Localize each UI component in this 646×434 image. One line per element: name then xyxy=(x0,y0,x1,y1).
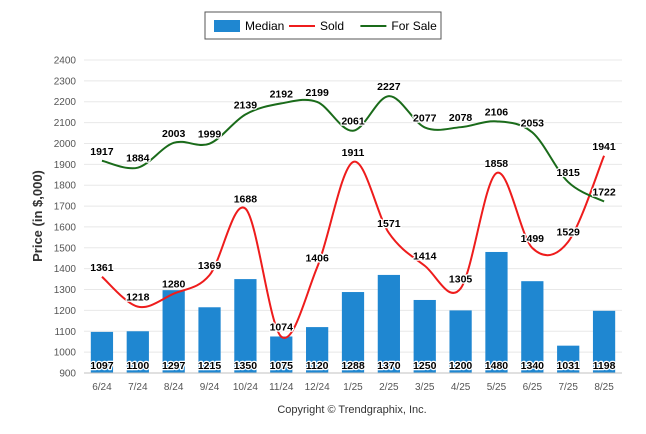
sold-value-label: 1911 xyxy=(342,147,365,159)
x-tick-label: 7/25 xyxy=(558,382,578,393)
x-tick-label: 2/25 xyxy=(379,382,399,393)
y-tick-label: 1700 xyxy=(54,202,77,213)
x-tick-label: 4/25 xyxy=(451,382,471,393)
median-value-label: 1198 xyxy=(593,360,616,372)
for-sale-value-label: 2199 xyxy=(305,87,329,99)
y-axis-title: Price (in $,000) xyxy=(30,170,45,262)
y-tick-label: 1900 xyxy=(54,160,77,171)
x-tick-label: 12/24 xyxy=(305,382,330,393)
for-sale-value-label: 2192 xyxy=(270,88,294,100)
sold-value-label: 1688 xyxy=(234,194,258,206)
price-chart: 1097 1100 1297 1215 1350 1075 1120 1288 1370 1250… xyxy=(0,0,646,434)
legend: Median Sold For Sale xyxy=(205,12,441,39)
median-bar xyxy=(234,279,256,373)
y-tick-label: 1200 xyxy=(54,306,77,317)
median-value-label: 1370 xyxy=(377,360,401,372)
median-bar xyxy=(378,275,400,373)
median-bar xyxy=(485,252,507,373)
median-value-label: 1031 xyxy=(557,360,581,372)
for-sale-value-label: 2106 xyxy=(485,106,509,118)
sold-value-label: 1406 xyxy=(305,252,329,264)
median-value-label: 1097 xyxy=(90,360,114,372)
sold-value-label: 1369 xyxy=(198,260,222,272)
for-sale-value-label: 2227 xyxy=(377,81,401,93)
for-sale-value-label: 1999 xyxy=(198,129,222,141)
x-tick-label: 8/25 xyxy=(594,382,614,393)
sold-value-label: 1529 xyxy=(557,227,581,239)
y-tick-label: 1300 xyxy=(54,285,77,296)
y-tick-label: 2400 xyxy=(54,56,77,67)
median-value-label: 1100 xyxy=(126,360,149,372)
for-sale-value-label: 2078 xyxy=(449,112,473,124)
y-tick-label: 1000 xyxy=(54,348,77,359)
for-sale-value-label: 2061 xyxy=(341,116,365,128)
median-value-label: 1120 xyxy=(306,360,329,372)
y-tick-label: 1400 xyxy=(54,264,77,275)
legend-label-for-sale: For Sale xyxy=(391,19,437,33)
y-tick-label: 1100 xyxy=(54,327,76,338)
median-value-label: 1215 xyxy=(198,360,222,372)
x-tick-label: 11/24 xyxy=(269,382,294,393)
sold-value-label: 1305 xyxy=(449,273,473,285)
x-tick-label: 8/24 xyxy=(164,382,184,393)
x-tick-label: 3/25 xyxy=(415,382,435,393)
median-value-label: 1350 xyxy=(234,360,258,372)
x-tick-label: 6/25 xyxy=(523,382,543,393)
median-value-label: 1340 xyxy=(521,360,545,372)
x-tick-label: 5/25 xyxy=(487,382,507,393)
for-sale-value-label: 1815 xyxy=(557,167,581,179)
sold-value-label: 1858 xyxy=(485,158,509,170)
y-tick-label: 1800 xyxy=(54,181,77,192)
x-tick-label: 10/24 xyxy=(233,382,258,393)
y-tick-label: 900 xyxy=(59,369,76,380)
legend-swatch-median xyxy=(214,20,240,32)
y-tick-label: 1500 xyxy=(54,243,77,254)
y-tick-label: 2000 xyxy=(54,139,77,150)
y-tick-label: 2200 xyxy=(54,97,77,108)
legend-label-median: Median xyxy=(245,19,284,33)
for-sale-value-label: 1884 xyxy=(126,153,150,165)
for-sale-value-label: 2003 xyxy=(162,128,186,140)
median-value-label: 1250 xyxy=(413,360,437,372)
for-sale-value-label: 1917 xyxy=(90,146,114,158)
sold-value-label: 1571 xyxy=(377,218,401,230)
x-tick-label: 1/25 xyxy=(343,382,363,393)
sold-value-label: 1941 xyxy=(592,141,616,153)
sold-value-label: 1499 xyxy=(521,233,545,245)
median-value-label: 1480 xyxy=(485,360,509,372)
legend-label-sold: Sold xyxy=(320,19,344,33)
copyright-text: Copyright © Trendgraphix, Inc. xyxy=(277,404,426,416)
for-sale-value-label: 2139 xyxy=(234,99,258,111)
median-value-label: 1297 xyxy=(162,360,186,372)
median-bars xyxy=(91,252,615,373)
y-tick-label: 2300 xyxy=(54,76,77,87)
median-value-label: 1200 xyxy=(449,360,473,372)
x-tick-label: 9/24 xyxy=(200,382,220,393)
x-tick-label: 7/24 xyxy=(128,382,148,393)
sold-value-label: 1414 xyxy=(413,251,437,263)
y-tick-label: 2100 xyxy=(54,118,77,129)
median-value-label: 1075 xyxy=(270,360,294,372)
sold-value-label: 1074 xyxy=(270,322,294,334)
y-tick-label: 1600 xyxy=(54,222,77,233)
for-sale-value-label: 1722 xyxy=(592,186,616,198)
x-tick-label: 6/24 xyxy=(92,382,112,393)
for-sale-value-label: 2053 xyxy=(521,117,545,129)
sold-value-label: 1218 xyxy=(126,292,150,304)
sold-value-label: 1361 xyxy=(90,262,114,274)
for-sale-value-label: 2077 xyxy=(413,112,437,124)
sold-value-label: 1280 xyxy=(162,279,186,291)
median-value-label: 1288 xyxy=(341,360,365,372)
